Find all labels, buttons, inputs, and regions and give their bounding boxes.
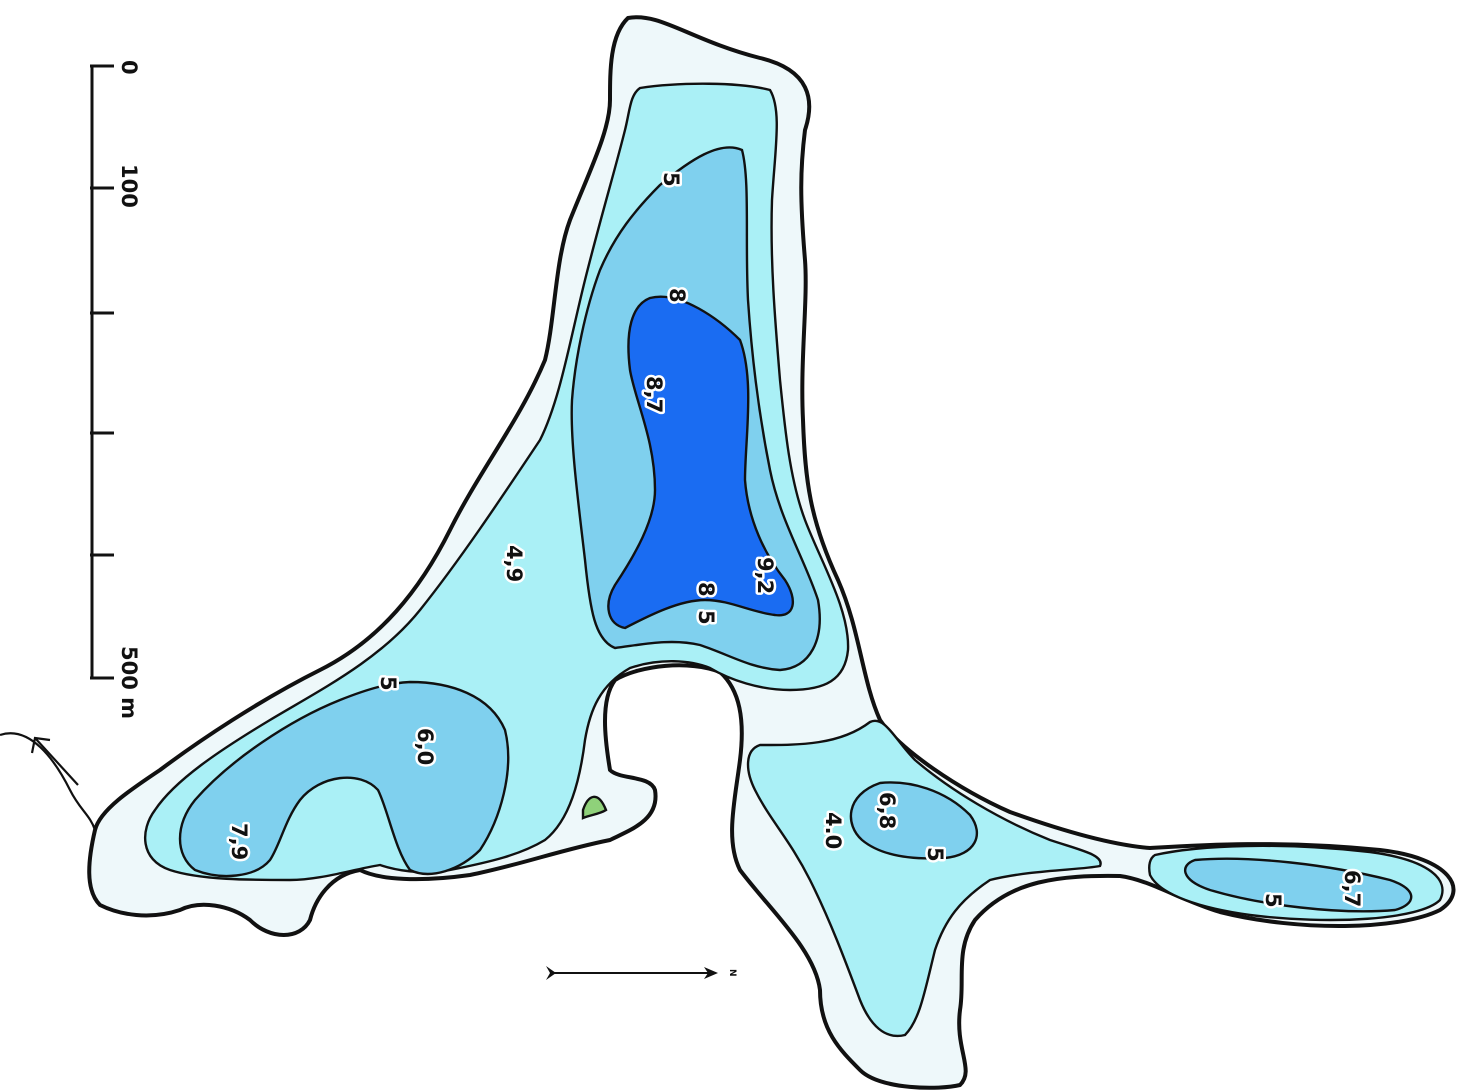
north-arrow-head xyxy=(704,967,718,979)
depth-zone-medium-east xyxy=(1184,857,1413,913)
north-arrow: N xyxy=(546,966,737,980)
scale-bar-label: 100 xyxy=(117,164,141,208)
depth-label: 6,8 xyxy=(875,792,899,829)
scale-bar: 0 100 500 m xyxy=(90,60,141,719)
contour-label: 8 xyxy=(665,288,689,303)
north-arrow-tail xyxy=(546,966,556,980)
depth-label: 4.0 xyxy=(821,812,845,849)
depth-label: 4,9 xyxy=(502,545,526,582)
contour-label: 8 xyxy=(694,582,718,597)
scale-bar-label: 500 m xyxy=(117,646,141,719)
depth-zone-deep-main xyxy=(607,295,795,630)
depth-zone-medium-west xyxy=(178,680,510,878)
depth-zone-medium-middle xyxy=(849,781,979,860)
inflow-stream xyxy=(0,732,97,831)
depth-zone-shallow-middle xyxy=(746,719,1102,1038)
contour-label: 5 xyxy=(376,676,400,691)
depth-label: 8,7 xyxy=(642,376,666,413)
contour-label: 5 xyxy=(659,172,683,187)
depth-label: 6,7 xyxy=(1340,870,1364,907)
contour-label: 5 xyxy=(694,610,718,625)
depth-label: 7,9 xyxy=(227,823,251,860)
north-label: N xyxy=(727,969,737,977)
island xyxy=(581,795,608,820)
contour-label: 5 xyxy=(1261,893,1285,908)
inflow-arrow-shaft xyxy=(34,737,79,786)
depth-label: 9,2 xyxy=(753,557,777,594)
scale-bar-label: 0 xyxy=(117,60,141,75)
inflow-arrow-head xyxy=(30,736,51,754)
contour-label: 5 xyxy=(923,847,947,862)
depth-label: 6,0 xyxy=(413,728,437,765)
